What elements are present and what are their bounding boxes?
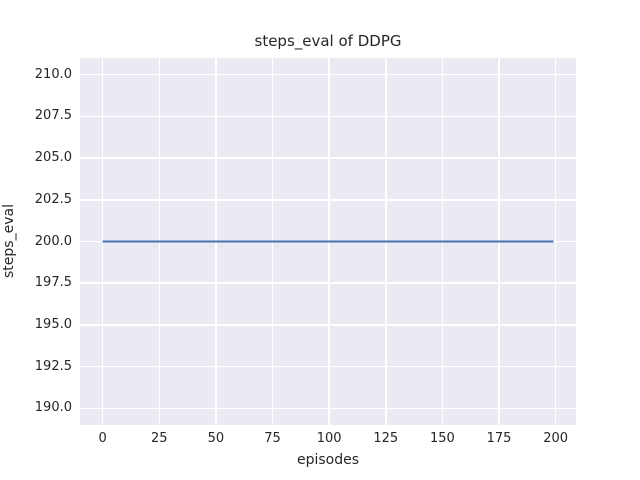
x-tick-label: 25 — [150, 431, 168, 446]
y-axis-label: steps_eval — [1, 204, 17, 278]
x-tick-label: 175 — [486, 431, 512, 446]
gridline-horizontal — [80, 157, 576, 159]
x-tick-label: 125 — [373, 431, 399, 446]
x-tick-label: 200 — [543, 431, 569, 446]
plot-area — [80, 58, 576, 425]
y-tick-label: 205.0 — [34, 150, 72, 166]
x-axis-label: episodes — [296, 452, 360, 468]
x-tick-label: 0 — [98, 431, 107, 446]
x-tick-label: 50 — [207, 431, 225, 446]
x-tick-label: 75 — [264, 431, 281, 446]
gridline-horizontal — [80, 407, 576, 410]
x-tick-label: 150 — [429, 431, 455, 446]
y-tick-label: 207.5 — [34, 108, 72, 124]
series-layer — [102, 240, 554, 243]
y-tick-label: 200.0 — [34, 233, 72, 249]
gridline-horizontal — [80, 365, 576, 368]
y-tick-label: 192.5 — [34, 358, 72, 374]
gridline-horizontal — [80, 282, 576, 284]
y-tick-label: 197.5 — [34, 275, 72, 291]
y-tick-label: 210.0 — [34, 66, 72, 82]
gridline-horizontal — [80, 115, 576, 118]
y-tick-label: 195.0 — [34, 316, 72, 332]
gridline-horizontal — [80, 199, 576, 201]
gridline-horizontal — [80, 73, 576, 76]
y-tick-label: 190.0 — [34, 400, 72, 416]
y-tick-label: 202.5 — [34, 191, 72, 207]
x-tick-label: 100 — [316, 431, 342, 446]
gridline-horizontal — [80, 324, 576, 326]
chart-title: steps_eval of DDPG — [254, 32, 402, 50]
